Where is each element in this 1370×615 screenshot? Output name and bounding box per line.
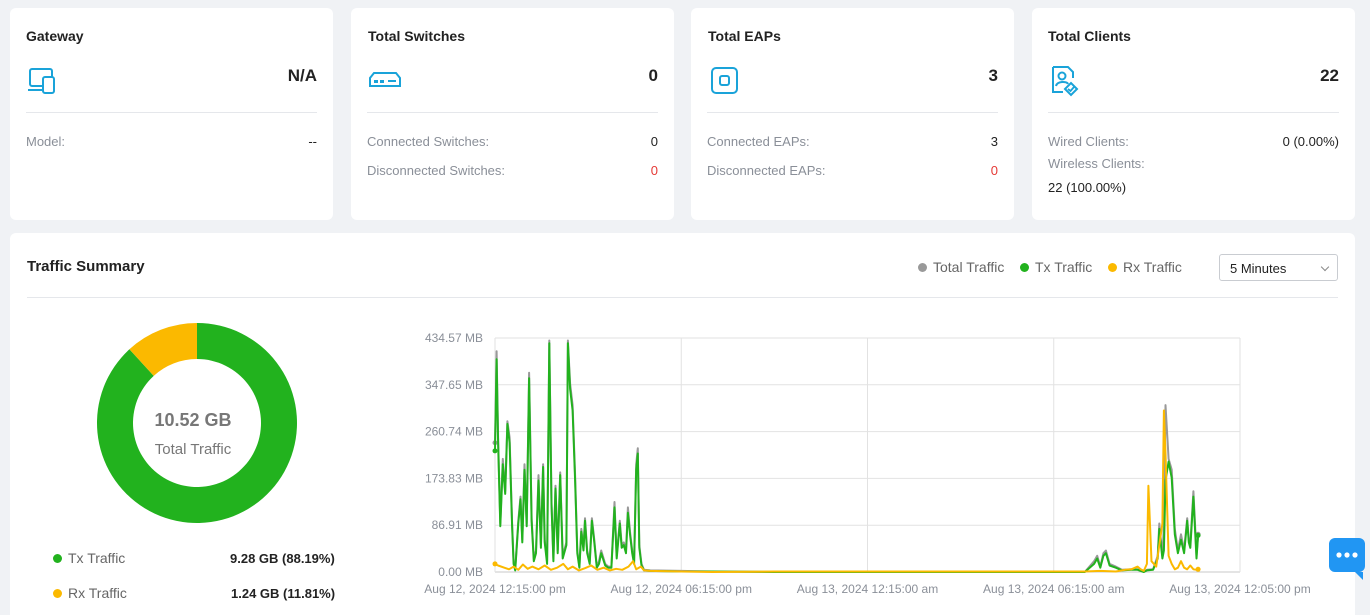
- legend-total-traffic[interactable]: Total Traffic: [918, 259, 1004, 275]
- chat-support-button[interactable]: [1329, 538, 1365, 580]
- chevron-down-icon: [1320, 262, 1330, 272]
- traffic-summary-panel: Traffic Summary Total Traffic Tx Traffic…: [10, 233, 1355, 615]
- disconnected-eaps-value: 0: [990, 163, 998, 178]
- x-tick-label: Aug 13, 2024 12:15:00 am: [797, 582, 938, 596]
- legend-dot: [53, 588, 62, 598]
- total-traffic-label: Total Traffic: [154, 441, 232, 458]
- x-tick-label: Aug 12, 2024 12:15:00 pm: [424, 582, 565, 596]
- series-rx-traffic[interactable]: [494, 409, 1199, 573]
- connected-switches-label: Connected Switches:: [367, 134, 490, 149]
- y-tick-label: 86.91 MB: [432, 518, 483, 532]
- interval-select[interactable]: 5 Minutes: [1219, 254, 1338, 281]
- rx-breakdown-row: Rx Traffic: [53, 585, 127, 601]
- client-icon: [1052, 66, 1079, 97]
- chat-bubble-icon: [1336, 552, 1363, 580]
- connected-eaps-value: 3: [990, 134, 998, 149]
- eap-icon: [711, 67, 738, 94]
- wireless-clients-value: 22 (100.00%): [1048, 180, 1127, 195]
- legend-label: Total Traffic: [933, 259, 1005, 275]
- series-point: [1195, 532, 1201, 538]
- tx-breakdown-label: Tx Traffic: [68, 550, 126, 566]
- card-title: Gateway: [26, 28, 84, 44]
- series-point: [492, 561, 498, 567]
- legend-dot: [918, 262, 927, 272]
- rx-breakdown-value: 1.24 GB (11.81%): [231, 586, 336, 601]
- tx-breakdown-row: Tx Traffic: [53, 550, 125, 566]
- traffic-line-chart: 0.00 MB 86.91 MB 173.83 MB 260.74 MB 347.65 …: [424, 331, 1310, 596]
- rx-breakdown-label: Rx Traffic: [68, 585, 127, 601]
- x-tick-label: Aug 13, 2024 12:05:00 pm: [1169, 582, 1310, 596]
- y-tick-label: 173.83 MB: [425, 471, 483, 485]
- interval-value: 5 Minutes: [1230, 261, 1287, 276]
- legend-dot: [1020, 262, 1029, 272]
- legend-label: Tx Traffic: [1035, 259, 1093, 275]
- clients-value: 22: [1320, 66, 1339, 85]
- y-tick-label: 260.74 MB: [425, 425, 483, 439]
- y-tick-label: 347.65 MB: [425, 378, 483, 392]
- disconnected-eaps-label: Disconnected EAPs:: [707, 163, 826, 178]
- divider: [707, 112, 998, 113]
- connected-switches-value: 0: [650, 134, 658, 149]
- disconnected-switches-label: Disconnected Switches:: [367, 163, 506, 178]
- clients-card: Total Clients 22 Wired Clients: 0 (0.00%…: [1032, 8, 1355, 220]
- legend-tx-traffic[interactable]: Tx Traffic: [1020, 259, 1092, 275]
- divider: [367, 112, 658, 113]
- donut-slice-tx-traffic[interactable]: [96, 323, 298, 523]
- wireless-clients-label: Wireless Clients:: [1048, 156, 1145, 171]
- wired-clients-value: 0 (0.00%): [1282, 134, 1339, 149]
- x-tick-label: Aug 13, 2024 06:15:00 am: [983, 582, 1124, 596]
- switches-card: Total Switches 0 Connected Switches: 0 D…: [351, 8, 674, 220]
- gateway-value: N/A: [287, 66, 317, 85]
- series-point: [1195, 566, 1201, 572]
- total-traffic-value: 10.52 GB: [154, 410, 232, 430]
- legend-label: Rx Traffic: [1123, 259, 1182, 275]
- legend-dot: [1108, 262, 1117, 272]
- y-tick-label: 0.00 MB: [438, 565, 483, 579]
- divider: [26, 112, 317, 113]
- card-title: Total Clients: [1048, 28, 1131, 44]
- gateway-icon: [28, 68, 55, 94]
- divider: [1048, 112, 1339, 113]
- legend-rx-traffic[interactable]: Rx Traffic: [1108, 259, 1182, 275]
- model-label: Model:: [26, 134, 66, 149]
- eaps-value: 3: [988, 66, 998, 85]
- legend-dot: [53, 553, 62, 563]
- model-value: --: [308, 134, 317, 149]
- traffic-summary-title: Traffic Summary: [27, 258, 145, 275]
- donut-slice-rx-traffic[interactable]: [129, 323, 197, 376]
- series-point: [492, 448, 498, 454]
- gateway-card: Gateway N/A Model: --: [10, 8, 333, 220]
- card-title: Total Switches: [368, 28, 465, 44]
- donut-center: 10.52 GB Total Traffic: [96, 322, 298, 524]
- y-tick-label: 434.57 MB: [425, 331, 483, 345]
- x-tick-label: Aug 12, 2024 06:15:00 pm: [611, 582, 752, 596]
- switch-icon: [369, 72, 401, 87]
- tx-breakdown-value: 9.28 GB (88.19%): [230, 551, 335, 566]
- divider: [27, 297, 1338, 298]
- donut-svg: [96, 323, 298, 523]
- eaps-card: Total EAPs 3 Connected EAPs: 3 Disconnec…: [691, 8, 1014, 220]
- connected-eaps-label: Connected EAPs:: [707, 134, 810, 149]
- series-tx-traffic[interactable]: [494, 342, 1200, 573]
- switches-value: 0: [648, 66, 658, 85]
- disconnected-switches-value: 0: [650, 163, 658, 178]
- series-total-traffic[interactable]: [494, 339, 1200, 573]
- traffic-donut-chart: 10.52 GB Total Traffic: [96, 322, 298, 524]
- wired-clients-label: Wired Clients:: [1048, 134, 1129, 149]
- card-title: Total EAPs: [708, 28, 781, 44]
